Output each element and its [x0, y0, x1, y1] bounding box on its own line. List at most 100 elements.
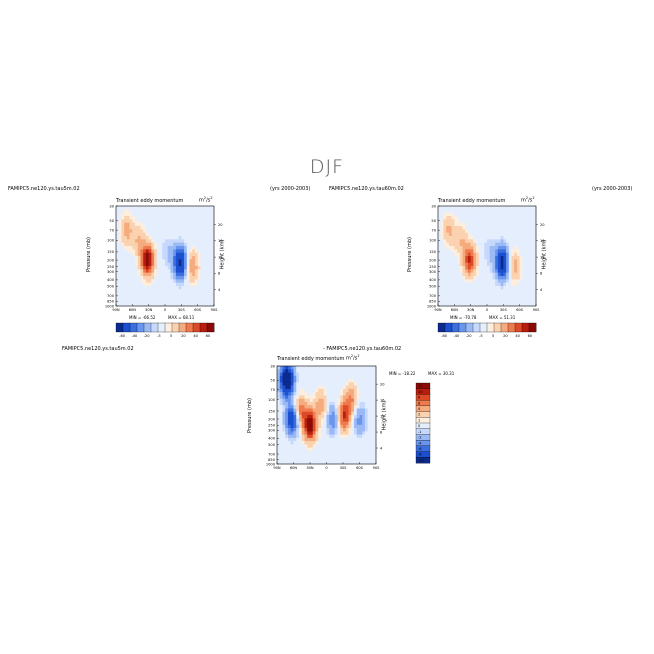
heatmap-cell	[154, 292, 158, 297]
heatmap-cell	[359, 460, 363, 465]
heatmap-cell	[170, 286, 174, 290]
heatmap-cell	[476, 299, 480, 303]
heatmap-cell	[194, 236, 198, 240]
heatmap-cell	[189, 302, 193, 307]
heatmap-cell	[340, 460, 344, 465]
heatmap-cell	[129, 249, 133, 253]
heatmap-cell	[167, 232, 171, 237]
heatmap-cell	[279, 372, 283, 377]
heatmap-cell	[443, 246, 447, 250]
heatmap-cell	[465, 219, 469, 223]
heatmap-cell	[159, 249, 163, 253]
heatmap-cell	[282, 444, 286, 448]
heatmap-cell	[525, 299, 529, 303]
heatmap-cell	[465, 232, 469, 237]
heatmap-cell	[525, 269, 529, 273]
heatmap-cell	[367, 395, 371, 399]
heatmap-cell	[476, 226, 480, 230]
heatmap-cell	[495, 289, 499, 293]
heatmap-cell	[340, 450, 344, 455]
colorbar-swatch	[192, 322, 201, 333]
heatmap-cell	[454, 229, 458, 233]
heatmap-cell	[370, 450, 374, 455]
heatmap-cell	[356, 372, 360, 377]
heatmap-cell	[476, 219, 480, 223]
heatmap-cell	[473, 222, 477, 227]
panel-1-title: Transient eddy momentum	[116, 198, 184, 204]
heatmap-cell	[329, 388, 333, 393]
heatmap-cell	[211, 209, 215, 213]
heatmap-cell	[162, 232, 166, 237]
heatmap-cell	[484, 219, 488, 223]
heatmap-cell	[337, 385, 341, 390]
heatmap-cell	[175, 266, 179, 270]
heatmap-cell	[516, 272, 520, 277]
heatmap-cell	[165, 272, 169, 277]
heatmap-cell	[194, 279, 198, 283]
colorbar-swatch	[115, 322, 124, 333]
heatmap-cell	[129, 259, 133, 263]
heatmap-cell	[470, 249, 474, 253]
heatmap-cell	[318, 434, 322, 439]
heatmap-cell	[511, 259, 515, 263]
heatmap-cell	[154, 272, 158, 277]
colorbar-label: 40	[515, 334, 520, 338]
heatmap-cell	[178, 296, 182, 300]
heatmap-cell	[519, 282, 523, 287]
heatmap-cell	[332, 369, 336, 373]
heatmap-cell	[304, 460, 308, 465]
heatmap-cell	[143, 279, 147, 283]
heatmap-cell	[173, 256, 177, 260]
heatmap-cell	[533, 302, 537, 307]
colorbar-swatch	[500, 322, 509, 333]
heatmap-cell	[459, 246, 463, 250]
heatmap-cell	[326, 411, 330, 416]
heatmap-cell	[451, 302, 455, 307]
heatmap-cell	[184, 246, 188, 250]
heatmap-cell	[473, 302, 477, 307]
heatmap-cell	[194, 296, 198, 300]
heatmap-cell	[448, 229, 452, 233]
heatmap-cell	[459, 299, 463, 303]
heatmap-cell	[326, 431, 330, 435]
heatmap-cell	[285, 369, 289, 373]
heatmap-cell	[354, 424, 358, 429]
heatmap-cell	[467, 226, 471, 230]
heatmap-cell	[476, 276, 480, 280]
heatmap-cell	[203, 289, 207, 293]
heatmap-cell	[285, 395, 289, 399]
heatmap-cell	[332, 441, 336, 445]
heatmap-cell	[189, 222, 193, 227]
heatmap-cell	[312, 369, 316, 373]
heatmap-cell	[508, 282, 512, 287]
heatmap-cell	[154, 279, 158, 283]
heatmap-cell	[321, 424, 325, 429]
heatmap-cell	[318, 401, 322, 406]
heatmap-cell	[530, 276, 534, 280]
heatmap-cell	[296, 366, 300, 370]
heatmap-cell	[508, 296, 512, 300]
heatmap-cell	[140, 289, 144, 293]
heatmap-cell	[337, 431, 341, 435]
heatmap-cell	[500, 256, 504, 260]
heatmap-cell	[348, 421, 352, 426]
heatmap-cell	[506, 209, 510, 213]
heatmap-cell	[159, 302, 163, 307]
heatmap-cell	[299, 457, 303, 462]
heatmap-cell	[323, 431, 327, 435]
heatmap-cell	[197, 296, 201, 300]
heatmap-cell	[356, 382, 360, 386]
heatmap-cell	[290, 437, 294, 442]
heatmap-cell	[345, 457, 349, 462]
heatmap-cell	[181, 299, 185, 303]
heatmap-cell	[451, 209, 455, 213]
heatmap-cell	[351, 401, 355, 406]
heatmap-cell	[470, 282, 474, 287]
heatmap-cell	[359, 366, 363, 370]
heatmap-cell	[511, 289, 515, 293]
heatmap-cell	[203, 276, 207, 280]
heatmap-cell	[489, 252, 493, 257]
heatmap-cell	[315, 450, 319, 455]
heatmap-cell	[310, 379, 314, 383]
